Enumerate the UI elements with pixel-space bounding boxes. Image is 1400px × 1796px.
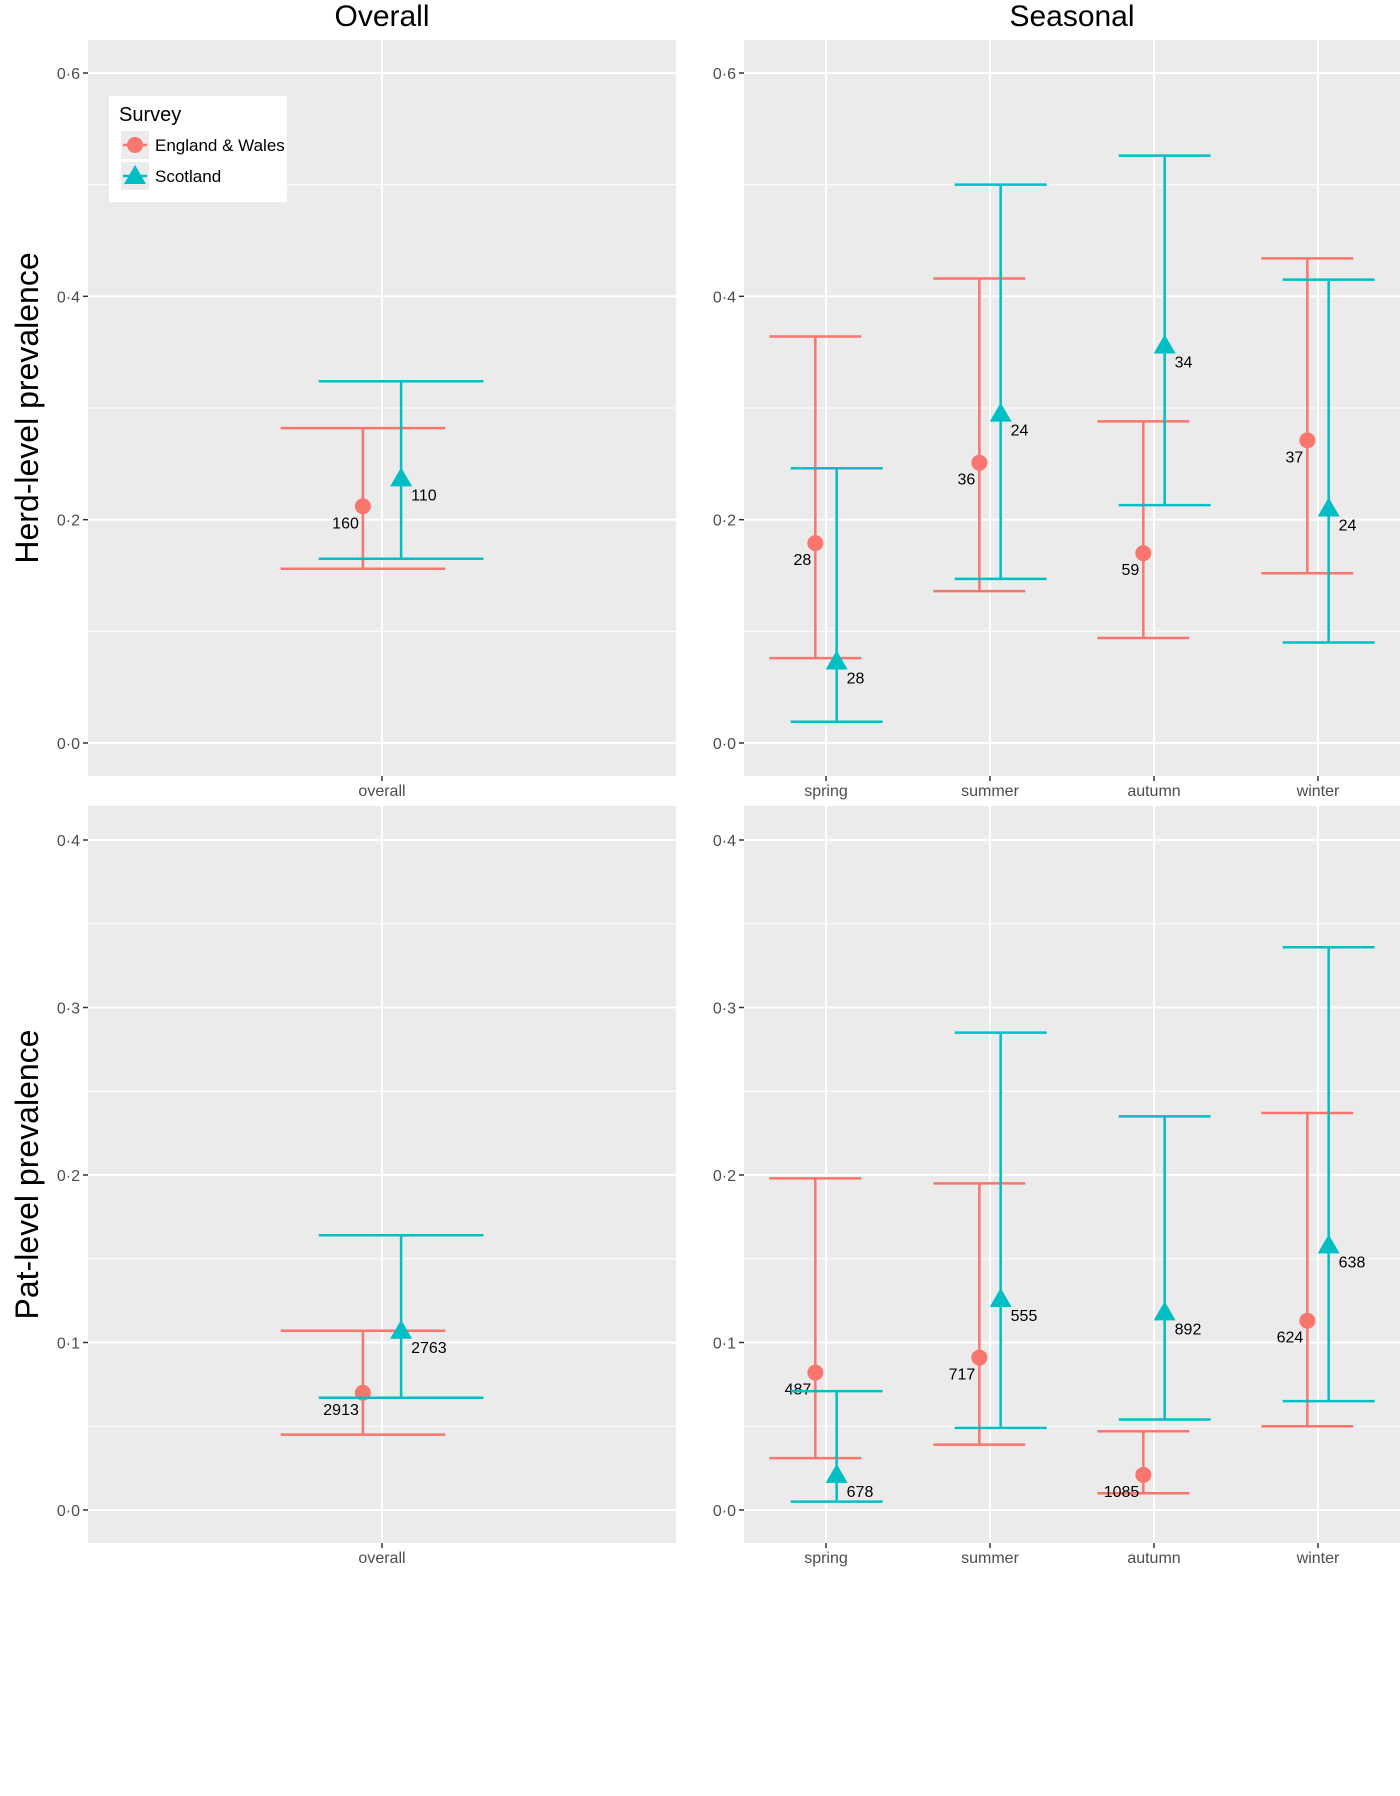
england-wales-point-circle: [971, 1349, 988, 1366]
y-tick-label: 0·4: [57, 833, 80, 850]
england-wales-point-circle: [354, 498, 371, 515]
legend-entry-label: England & Wales: [155, 136, 285, 155]
legend: Survey England & Wales Scotland: [109, 96, 287, 202]
x-tick-label: summer: [961, 1550, 1019, 1567]
england-wales-point-circle: [1299, 1312, 1316, 1329]
scotland-point-triangle: [1153, 1301, 1176, 1321]
x-tick-label: winter: [1296, 783, 1340, 800]
legend-title: Survey: [119, 104, 181, 126]
scotland-point-triangle: [390, 1319, 413, 1339]
y-axis-label: Pat-level prevalence: [9, 1030, 45, 1320]
x-tick-label: spring: [804, 1550, 848, 1567]
y-tick-label: 0·2: [713, 513, 736, 530]
sample-size-label: 678: [847, 1484, 874, 1501]
sample-size-label: 34: [1175, 354, 1193, 371]
y-tick-label: 0·4: [713, 833, 736, 850]
sample-size-label: 59: [1122, 562, 1140, 579]
y-tick-label: 0·2: [57, 513, 80, 530]
x-tick-label: spring: [804, 783, 848, 800]
y-tick-label: 0·0: [713, 1503, 736, 1520]
panel-patlevel-overall: 0·0 0·1 0·2 0·3 0·4 overall Pat-level prevalen…: [9, 806, 676, 1567]
y-tick-label: 0·3: [713, 1001, 736, 1018]
england-wales-point-circle: [1135, 545, 1152, 562]
y-tick-label: 0·1: [57, 1336, 80, 1353]
facet-title-seasonal: Seasonal: [1009, 0, 1134, 33]
y-tick-label: 0·4: [713, 289, 736, 306]
legend-entry-label: Scotland: [155, 167, 221, 186]
england-wales-point-circle: [971, 454, 988, 471]
y-tick-label: 0·4: [57, 289, 80, 306]
scotland-point-triangle: [1317, 497, 1340, 517]
y-tick-label: 0·0: [57, 736, 80, 753]
sample-size-label: 160: [332, 515, 359, 532]
panel-herdlevel-seasonal: 0·0 0·2 0·4 0·6 spring summer autumn winter 28 36…: [713, 40, 1400, 800]
y-tick-label: 0·2: [57, 1168, 80, 1185]
england-wales-point-circle: [807, 1364, 824, 1381]
sample-size-label: 1085: [1104, 1484, 1140, 1501]
sample-size-label: 555: [1011, 1308, 1038, 1325]
scotland-point-triangle: [989, 1287, 1012, 1307]
sample-size-label: 28: [794, 552, 812, 569]
sample-size-label: 638: [1339, 1254, 1366, 1271]
sample-size-label: 717: [949, 1367, 976, 1384]
sample-size-label: 37: [1286, 449, 1304, 466]
x-tick-label: autumn: [1127, 783, 1180, 800]
y-tick-label: 0·0: [57, 1503, 80, 1520]
scotland-point-triangle: [1317, 1234, 1340, 1254]
sample-size-label: 892: [1175, 1321, 1202, 1338]
scotland-point-triangle: [825, 1463, 848, 1483]
sample-size-label: 110: [411, 487, 437, 504]
x-tick-label: winter: [1296, 1550, 1340, 1567]
scotland-point-triangle: [1153, 334, 1176, 354]
scotland-point-triangle: [825, 650, 848, 670]
y-tick-label: 0·6: [57, 66, 80, 83]
sample-size-label: 24: [1011, 423, 1029, 440]
y-tick-label: 0·0: [713, 736, 736, 753]
y-axis-label: Herd-level prevalence: [9, 252, 45, 563]
x-tick-label: autumn: [1127, 1550, 1180, 1567]
england-wales-point-circle: [807, 535, 824, 552]
sample-size-label: 24: [1339, 518, 1357, 535]
sample-size-label: 624: [1277, 1330, 1304, 1347]
y-tick-label: 0·6: [713, 66, 736, 83]
legend-triangle-icon: [124, 165, 146, 184]
x-tick-label: overall: [358, 783, 405, 800]
england-wales-point-circle: [1135, 1466, 1152, 1483]
england-wales-point-circle: [1299, 432, 1316, 449]
sample-size-label: 2763: [411, 1340, 447, 1357]
sample-size-label: 28: [847, 670, 865, 687]
panel-patlevel-seasonal: 0·00·10·20·30·4springsummerautumnwinter4…: [713, 806, 1400, 1567]
y-tick-label: 0·3: [57, 1001, 80, 1018]
scotland-point-triangle: [989, 402, 1012, 422]
x-tick-label: overall: [358, 1550, 405, 1567]
x-tick-label: summer: [961, 783, 1019, 800]
sample-size-label: 2913: [323, 1402, 359, 1419]
y-tick-label: 0·1: [713, 1336, 736, 1353]
scotland-point-triangle: [390, 467, 413, 487]
y-tick-label: 0·2: [713, 1168, 736, 1185]
facet-title-overall: Overall: [334, 0, 429, 33]
legend-circle-icon: [127, 137, 143, 153]
sample-size-label: 36: [958, 472, 976, 489]
